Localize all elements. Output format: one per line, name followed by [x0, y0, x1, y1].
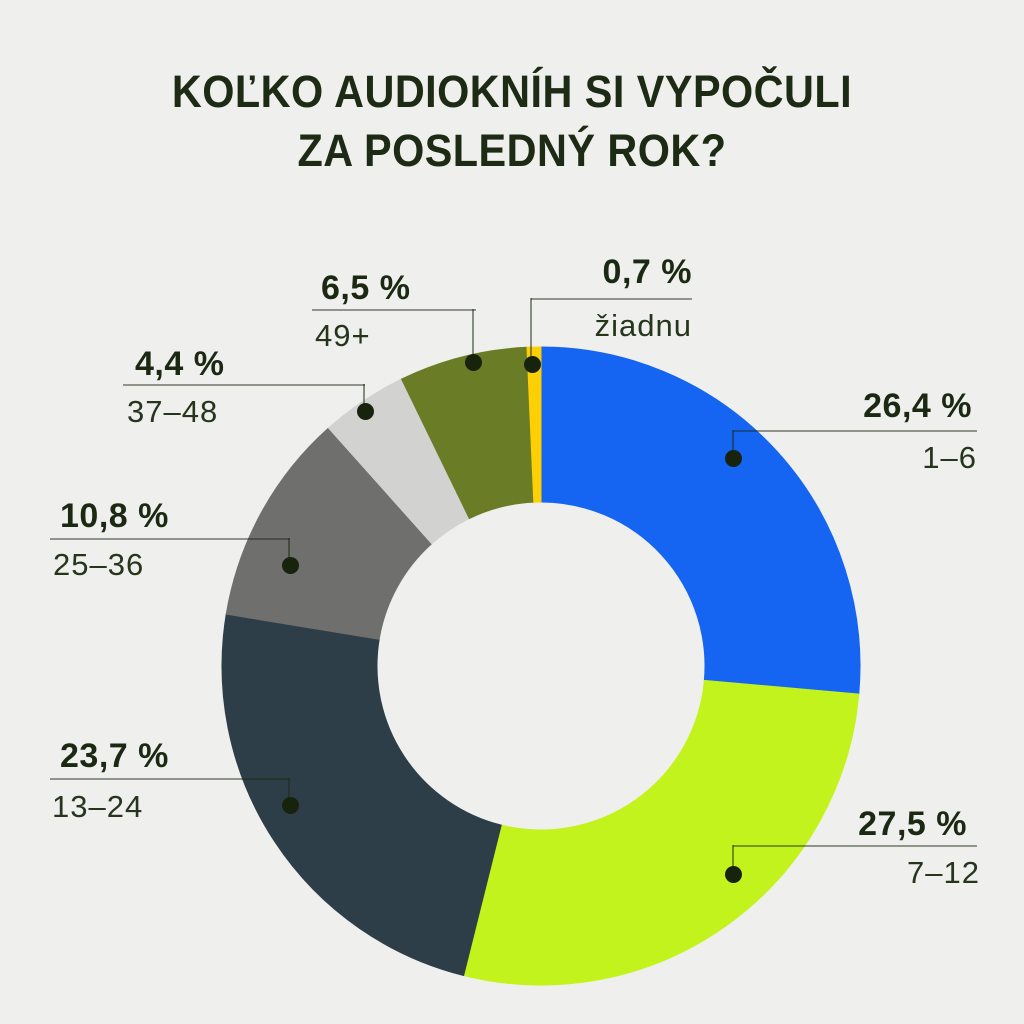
callout-ziadnu-leader-line-vertical	[530, 298, 532, 356]
chart-title: KOĽKO AUDIOKNÍH SI VYPOČULI ZA POSLEDNÝ …	[0, 62, 1024, 180]
callout-13-24-leader-line-vertical	[288, 778, 290, 799]
callout-25-36-leader-line	[50, 538, 290, 540]
callout-37-48-percent: 4,4 %	[135, 345, 225, 383]
callout-7-12-leader-line-vertical	[732, 845, 734, 868]
callout-ziadnu-percent: 0,7 %	[602, 253, 692, 291]
callout-1-6-leader-line-vertical	[732, 430, 734, 452]
callout-37-48-leader-line-vertical	[363, 384, 365, 405]
callout-ziadnu-leader-line	[531, 298, 692, 300]
callout-13-24-percent: 23,7 %	[60, 737, 169, 775]
callout-37-48-dot	[357, 403, 374, 420]
callout-25-36-range: 25–36	[53, 547, 145, 582]
callout-49plus-percent: 6,5 %	[321, 269, 411, 307]
callout-25-36-leader-line-vertical	[288, 538, 290, 559]
callout-1-6-leader-line	[733, 430, 977, 432]
callout-49plus-leader-line	[312, 309, 476, 311]
callout-1-6-dot	[725, 450, 742, 467]
callout-49plus-dot	[465, 354, 482, 371]
callout-7-12-range: 7–12	[907, 855, 980, 890]
callout-7-12-leader-line	[733, 845, 977, 847]
chart-title-line-1: KOĽKO AUDIOKNÍH SI VYPOČULI	[171, 66, 853, 117]
callout-25-36-dot	[282, 557, 299, 574]
callout-37-48-leader-line	[123, 384, 365, 386]
callout-ziadnu-dot	[524, 356, 541, 373]
callout-25-36-percent: 10,8 %	[60, 497, 169, 535]
chart-title-line-2: ZA POSLEDNÝ ROK?	[297, 125, 727, 176]
callout-7-12-dot	[725, 866, 742, 883]
callout-7-12-percent: 27,5 %	[858, 805, 967, 843]
donut-slice-13-24	[221, 613, 502, 977]
donut-slice-7-12	[463, 679, 860, 986]
callout-13-24-dot	[282, 797, 299, 814]
donut-slice-1-6	[540, 346, 861, 695]
callout-ziadnu-range: žiadnu	[594, 308, 692, 343]
callout-13-24-leader-line	[50, 778, 290, 780]
callout-13-24-range: 13–24	[52, 789, 144, 824]
callout-49plus-leader-line-vertical	[472, 309, 474, 356]
callout-1-6-percent: 26,4 %	[863, 387, 972, 425]
callout-49plus-range: 49+	[315, 318, 371, 353]
callout-37-48-range: 37–48	[127, 394, 219, 429]
callout-1-6-range: 1–6	[922, 440, 977, 475]
